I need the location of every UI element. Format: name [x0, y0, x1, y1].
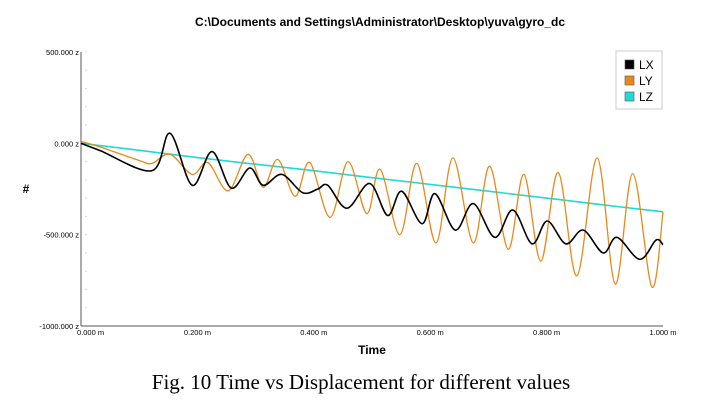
figure-caption: Fig. 10 Time vs Displacement for differe… [0, 370, 722, 395]
chart-title: C:\Documents and Settings\Administrator\… [195, 15, 565, 29]
legend-swatch-lz [625, 92, 634, 101]
grid-dot [85, 124, 86, 125]
x-tick-label: 0.800 m [533, 328, 560, 337]
grid-dot [85, 106, 86, 107]
grid-dot [85, 70, 86, 71]
grid-dot [85, 216, 86, 217]
axes [81, 52, 663, 326]
y-tick-label: 0.000 z [54, 139, 79, 148]
x-tick-label: 0.400 m [300, 328, 327, 337]
grid-dot [85, 234, 86, 235]
x-axis-label: Time [358, 343, 386, 357]
x-tick-label: 0.000 m [77, 328, 104, 337]
grid-dot [85, 51, 86, 52]
y-tick-label: 500.000 z [46, 48, 79, 57]
grid-dot [85, 88, 86, 89]
x-tick-label: 1.000 m [649, 328, 676, 337]
y-tick-labels: 500.000 z 0.000 z -500.000 z -1000.000 z [39, 48, 79, 331]
x-tick-labels: 0.000 m 0.200 m 0.400 m 0.600 m 0.800 m 1.000… [77, 328, 677, 337]
grid-dot [85, 289, 86, 290]
grid-dot [85, 252, 86, 253]
grid-dot [85, 179, 86, 180]
series-line-ly [81, 142, 663, 288]
legend-swatch-lx [625, 60, 634, 69]
legend-label-ly: LY [639, 74, 653, 88]
legend-swatch-ly [625, 76, 634, 85]
grid-dot [85, 198, 86, 199]
y-tick-label: -1000.000 z [39, 322, 79, 331]
grid-dots [85, 51, 86, 326]
grid-dot [85, 161, 86, 162]
legend-label-lx: LX [639, 58, 654, 72]
series-lines [81, 133, 663, 287]
line-chart: C:\Documents and Settings\Administrator\… [0, 0, 722, 370]
legend-label-lz: LZ [639, 90, 653, 104]
grid-dot [85, 307, 86, 308]
y-axis-label: # [23, 182, 30, 196]
x-tick-label: 0.600 m [417, 328, 444, 337]
legend: LX LY LZ [616, 51, 662, 109]
y-tick-label: -500.000 z [44, 231, 80, 240]
x-tick-label: 0.200 m [184, 328, 211, 337]
grid-dot [85, 271, 86, 272]
